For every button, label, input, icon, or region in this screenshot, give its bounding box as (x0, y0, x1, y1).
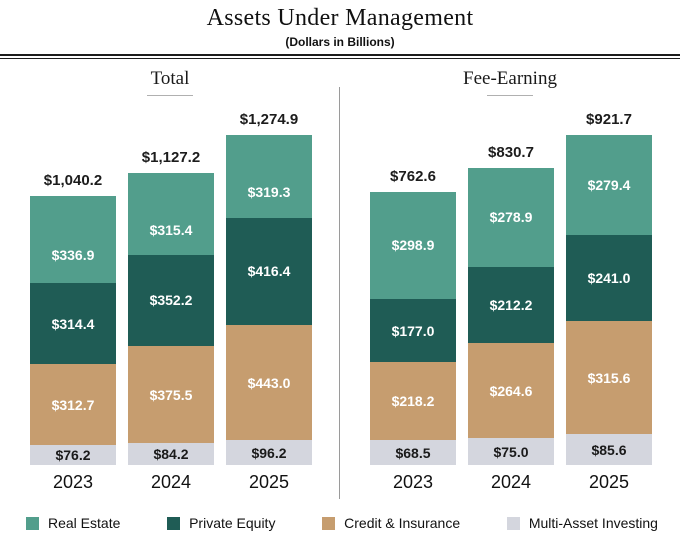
header-rule (0, 54, 680, 59)
segment-credit-insurance: $443.0 (226, 325, 312, 441)
total-x-axis-labels: 2023 2024 2025 (0, 465, 340, 499)
year-label: 2023 (52, 472, 94, 492)
legend-label: Credit & Insurance (344, 515, 461, 531)
segment-value-label: $68.5 (395, 444, 431, 461)
segment-value-label: $84.2 (153, 446, 189, 463)
legend-label: Real Estate (48, 515, 121, 531)
segment-value-label: $312.7 (51, 396, 95, 413)
legend-item-multi-asset: Multi-Asset Investing (506, 515, 658, 531)
segment-multi-asset-investing: $75.0 (468, 438, 554, 465)
bar-total-label: $921.7 (586, 111, 632, 128)
segment-credit-insurance: $218.2 (370, 362, 456, 441)
segment-private-equity: $314.4 (30, 283, 116, 365)
segment-value-label: $319.3 (247, 184, 291, 201)
segment-multi-asset-investing: $85.6 (566, 434, 652, 465)
bar-fee-earning-2024: $278.9 $212.2 $264.6 $75.0 (468, 167, 554, 466)
segment-value-label: $416.4 (247, 263, 291, 280)
year-label: 2025 (588, 472, 630, 492)
segment-value-label: $298.9 (391, 237, 435, 254)
segment-value-label: $279.4 (587, 177, 631, 193)
segment-private-equity: $177.0 (370, 298, 456, 363)
chart-legend: Real Estate Private Equity Credit & Insu… (0, 515, 680, 531)
bar-total-2023: $336.9 $314.4 $312.7 $76.2 (30, 195, 116, 465)
segment-real-estate: $336.9 (30, 195, 116, 283)
private-equity-swatch-icon (167, 516, 181, 530)
segment-value-label: $76.2 (55, 447, 91, 464)
segment-value-label: $75.0 (493, 443, 529, 460)
segment-private-equity: $352.2 (128, 254, 214, 346)
year-label: 2023 (392, 472, 434, 492)
year-label: 2025 (248, 472, 290, 492)
panel-divider-line (339, 87, 340, 499)
legend-label: Multi-Asset Investing (528, 515, 658, 531)
bar-total-2025: $319.3 $416.4 $443.0 $96.2 (226, 135, 312, 465)
segment-value-label: $264.6 (489, 382, 533, 399)
segment-value-label: $85.6 (591, 441, 627, 458)
segment-multi-asset-investing: $68.5 (370, 440, 456, 465)
bar-total-label: $1,127.2 (141, 149, 201, 167)
real-estate-swatch-icon (26, 516, 39, 530)
bar-fee-earning-2023: $298.9 $177.0 $218.2 $68.5 (370, 191, 456, 465)
chart-subtitle: (Dollars in Billions) (285, 35, 395, 49)
segment-credit-insurance: $315.6 (566, 321, 652, 435)
segment-value-label: $352.2 (149, 292, 193, 309)
legend-label: Private Equity (189, 515, 276, 531)
segment-value-label: $375.5 (149, 386, 193, 403)
fee-earning-x-axis-labels: 2023 2024 2025 (340, 465, 680, 499)
bar-total-label: $830.7 (488, 143, 534, 161)
bar-fee-earning-2025: $279.4 $241.0 $315.6 $85.6 (566, 135, 652, 465)
bar-total-label: $762.6 (390, 167, 436, 185)
bar-total-2024: $315.4 $352.2 $375.5 $84.2 (128, 173, 214, 465)
segment-real-estate: $319.3 (226, 135, 312, 218)
fee-earning-panel-title-underline (487, 95, 533, 96)
segment-multi-asset-investing: $76.2 (30, 445, 116, 465)
fee-earning-panel-title: Fee-Earning (463, 68, 557, 89)
segment-real-estate: $279.4 (566, 135, 652, 235)
segment-value-label: $314.4 (51, 315, 95, 332)
chart-header: Assets Under Management (Dollars in Bill… (0, 0, 680, 59)
total-plot-area: $336.9 $314.4 $312.7 $76.2 $1,040.2 $315.4 $35… (0, 98, 340, 465)
multi-asset-swatch-icon (506, 516, 520, 530)
segment-value-label: $212.2 (489, 297, 533, 314)
legend-item-private-equity: Private Equity (167, 515, 275, 531)
charts-row: Total $336.9 $314.4 $312.7 $76.2 $1,040.2 $31… (0, 59, 680, 505)
legend-item-credit-insurance: Credit & Insurance (322, 515, 460, 531)
segment-real-estate: $298.9 (370, 191, 456, 299)
segment-value-label: $443.0 (247, 374, 291, 391)
segment-credit-insurance: $264.6 (468, 343, 554, 439)
year-label: 2024 (490, 472, 532, 492)
segment-value-label: $336.9 (51, 247, 95, 264)
segment-value-label: $177.0 (391, 322, 435, 339)
segment-value-label: $278.9 (489, 209, 533, 226)
segment-private-equity: $212.2 (468, 267, 554, 344)
segment-credit-insurance: $375.5 (128, 345, 214, 444)
total-panel-title-underline (147, 95, 193, 96)
chart-title: Assets Under Management (206, 5, 474, 31)
segment-real-estate: $278.9 (468, 167, 554, 268)
segment-private-equity: $241.0 (566, 235, 652, 322)
segment-multi-asset-investing: $84.2 (128, 443, 214, 465)
segment-real-estate: $315.4 (128, 173, 214, 255)
legend-item-real-estate: Real Estate (26, 515, 120, 531)
segment-value-label: $241.0 (587, 270, 631, 287)
bar-total-label: $1,040.2 (43, 171, 103, 189)
segment-value-label: $218.2 (391, 393, 435, 410)
segment-multi-asset-investing: $96.2 (226, 440, 312, 465)
fee-earning-plot-area: $298.9 $177.0 $218.2 $68.5 $762.6 $278.9 $212.… (340, 98, 680, 465)
bar-total-label: $1,274.9 (239, 111, 299, 128)
segment-value-label: $96.2 (251, 444, 287, 461)
segment-private-equity: $416.4 (226, 217, 312, 326)
total-chart-panel: Total $336.9 $314.4 $312.7 $76.2 $1,040.2 $31… (0, 59, 340, 505)
total-panel-title: Total (150, 68, 190, 89)
year-label: 2024 (150, 472, 192, 492)
segment-credit-insurance: $312.7 (30, 364, 116, 446)
segment-value-label: $315.6 (587, 369, 631, 386)
fee-earning-chart-panel: Fee-Earning $298.9 $177.0 $218.2 $68.5 $762.… (340, 59, 680, 505)
credit-insurance-swatch-icon (322, 516, 336, 530)
segment-value-label: $315.4 (149, 222, 193, 238)
